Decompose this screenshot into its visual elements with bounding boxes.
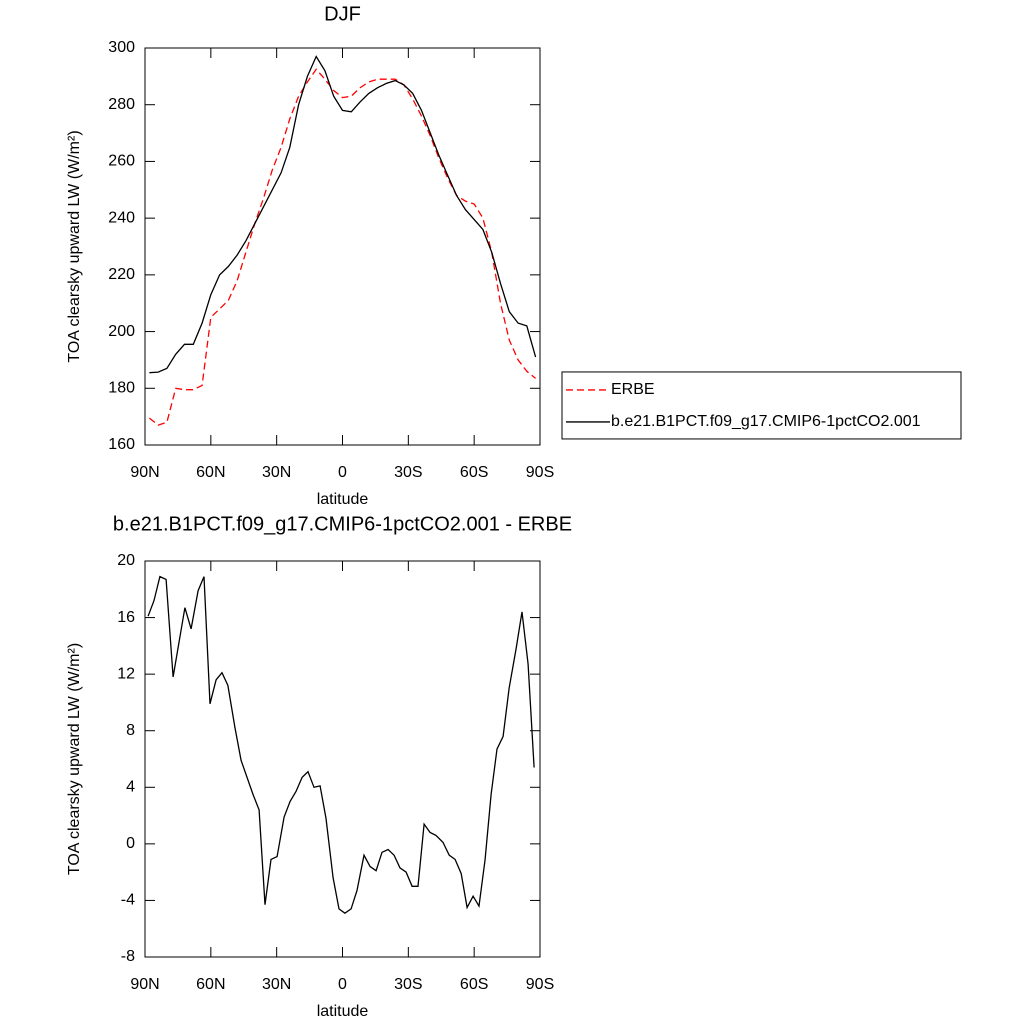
- data-line: [147, 575, 535, 914]
- y-tick-label: 240: [108, 209, 135, 226]
- x-tick-label: 0: [338, 464, 347, 481]
- plot-frame: [144, 47, 541, 446]
- legend-label: b.e21.B1PCT.f09_g17.CMIP6-1pctCO2.001: [611, 413, 921, 430]
- y-tick-label: 200: [108, 323, 135, 340]
- x-tick-label: 60N: [196, 976, 225, 993]
- x-tick-label: 90N: [130, 976, 159, 993]
- y-axis-title: TOA clearsky upward LW (W/m²): [66, 130, 83, 362]
- y-tick-label: 220: [108, 266, 135, 283]
- y-tick-label: 0: [126, 835, 135, 852]
- x-tick-label: 30N: [262, 464, 291, 481]
- y-tick-label: 180: [108, 380, 135, 397]
- y-tick-label: 12: [117, 665, 135, 682]
- y-tick-label: 160: [108, 436, 135, 453]
- y-tick-label: 16: [117, 609, 135, 626]
- y-tick-label: 8: [126, 722, 135, 739]
- x-tick-label: 90N: [130, 464, 159, 481]
- y-tick-label: -4: [121, 892, 135, 909]
- legend-box: [561, 371, 962, 440]
- x-tick-label: 60N: [196, 464, 225, 481]
- x-axis-title: latitude: [317, 491, 369, 508]
- x-tick-label: 30S: [394, 976, 422, 993]
- legend-label: ERBE: [611, 381, 655, 398]
- y-tick-label: 280: [108, 96, 135, 113]
- y-tick-label: 260: [108, 153, 135, 170]
- y-tick-label: 300: [108, 39, 135, 56]
- x-tick-label: 0: [338, 976, 347, 993]
- x-tick-label: 60S: [460, 464, 488, 481]
- y-tick-label: 20: [117, 552, 135, 569]
- x-tick-label: 30N: [262, 976, 291, 993]
- x-tick-label: 90S: [526, 464, 554, 481]
- x-tick-label: 90S: [526, 976, 554, 993]
- y-tick-label: 4: [126, 779, 135, 796]
- chart-title: DJF: [324, 3, 361, 25]
- x-tick-label: 60S: [460, 976, 488, 993]
- x-axis-title: latitude: [317, 1003, 369, 1020]
- y-axis-title: TOA clearsky upward LW (W/m²): [66, 643, 83, 875]
- x-tick-label: 30S: [394, 464, 422, 481]
- plot-frame: [144, 560, 541, 958]
- data-line: [149, 55, 537, 374]
- y-tick-label: -8: [121, 948, 135, 965]
- chart-title: b.e21.B1PCT.f09_g17.CMIP6-1pctCO2.001 - …: [113, 513, 572, 535]
- data-line: [148, 68, 537, 426]
